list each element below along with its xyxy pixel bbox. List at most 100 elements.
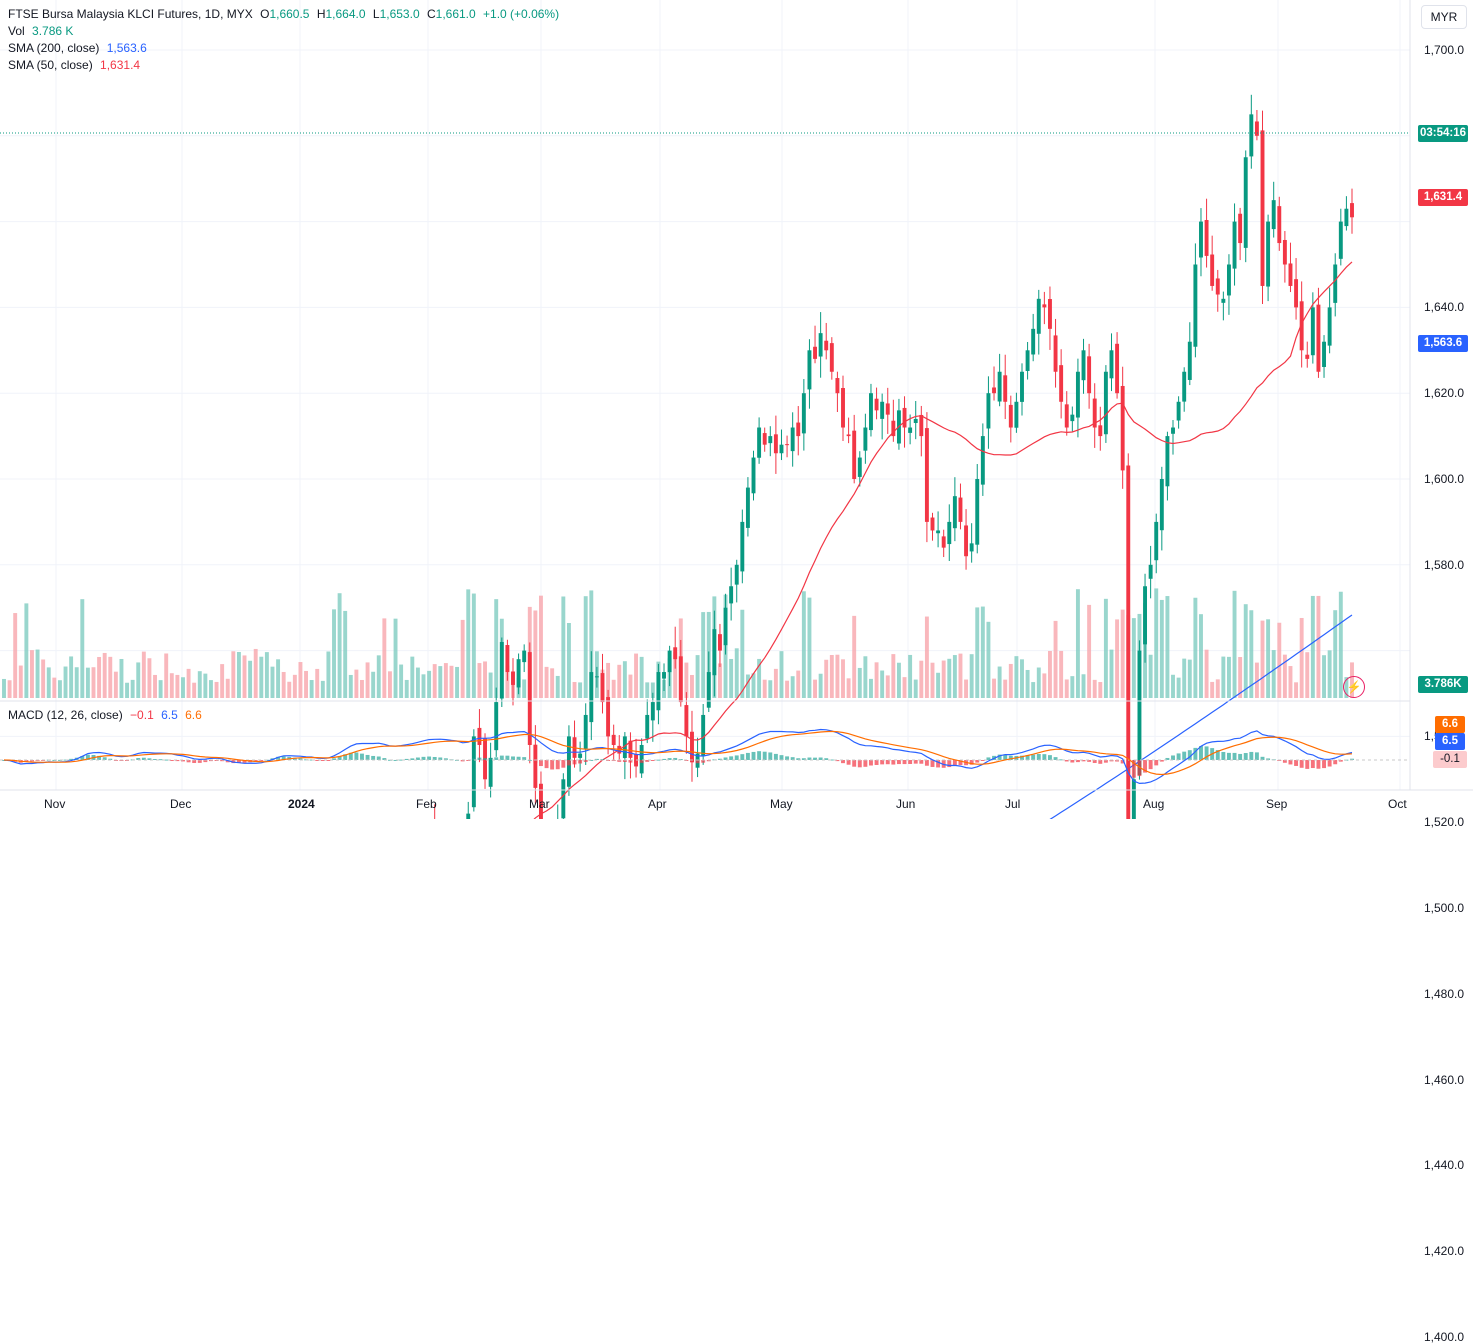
volume-bar — [1294, 682, 1299, 698]
volume-bar — [566, 622, 571, 698]
volume-bar — [1092, 679, 1097, 698]
sma200-badge: 1,563.6 — [1418, 335, 1468, 352]
time-tick-label: Jul — [1005, 797, 1021, 811]
macd-hist-bar — [813, 757, 817, 760]
volume-bar — [729, 658, 734, 698]
macd-hist-bar — [634, 760, 639, 764]
macd-hist-bar — [203, 760, 208, 763]
macd-hist-bar — [969, 760, 974, 765]
volume-bar — [645, 682, 650, 698]
candle-body — [650, 702, 655, 721]
volume-bars — [2, 588, 1354, 698]
macd-hist-bar — [1176, 753, 1181, 760]
macd-hist-bar — [1042, 754, 1047, 760]
candle-body — [1294, 279, 1299, 308]
candle-body — [527, 652, 532, 745]
macd-legend[interactable]: MACD (12, 26, close) −0.1 6.5 6.6 — [8, 707, 206, 723]
macd-hist-bar — [1087, 760, 1092, 762]
candle-body — [1210, 254, 1215, 286]
macd-hist-bar — [276, 756, 281, 760]
sma50-legend[interactable]: SMA (50, close) 1,631.4 — [8, 57, 144, 73]
macd-hist-bar — [522, 757, 527, 760]
macd-hist-bar — [913, 760, 918, 764]
macd-hist-bar — [382, 758, 387, 760]
candle-body — [924, 428, 929, 522]
macd-hist-bar — [1254, 752, 1259, 760]
macd-hist-bar — [108, 758, 113, 760]
macd-hist-bar — [1137, 760, 1142, 777]
volume-bar — [768, 680, 773, 698]
volume-bar — [690, 674, 694, 698]
lightning-icon[interactable]: ⚡ — [1343, 676, 1365, 698]
volume-bar — [622, 661, 627, 698]
volume-bar — [1109, 649, 1114, 698]
macd-hist-bar — [645, 760, 650, 762]
candle-body — [941, 536, 946, 548]
macd-hist-bar — [1025, 755, 1030, 760]
macd-hist-bar — [421, 756, 426, 760]
chart-canvas[interactable] — [0, 0, 1473, 819]
candle-body — [600, 673, 605, 703]
macd-hist-bar — [30, 760, 34, 762]
candle-body — [1176, 401, 1181, 421]
currency-button[interactable]: MYR — [1421, 5, 1467, 29]
candle-body — [1204, 220, 1209, 256]
macd-hist-bar — [762, 751, 767, 760]
symbol-legend[interactable]: FTSE Bursa Malaysia KLCI Futures, 1D, MY… — [8, 6, 563, 22]
macd-hist-bar — [164, 759, 169, 761]
macd-hist-bar — [947, 760, 952, 768]
macd-hist-bar — [410, 758, 415, 760]
macd-hist-bar — [1294, 760, 1299, 766]
volume-bar — [628, 674, 633, 698]
volume-bar — [197, 671, 202, 698]
candle-body — [1327, 307, 1332, 346]
volume-bar — [1266, 619, 1271, 698]
candle-body — [880, 401, 885, 419]
macd-hist-bar — [69, 758, 74, 760]
volume-bar — [264, 652, 269, 698]
volume-bar — [583, 596, 588, 698]
volume-legend[interactable]: Vol 3.786 K — [8, 23, 77, 39]
candle-body — [829, 343, 834, 372]
macd-hist-bar — [1282, 760, 1287, 763]
macd-hist-bar — [1159, 760, 1164, 762]
volume-bar — [852, 615, 857, 698]
candle-body — [1003, 375, 1008, 402]
macd-line — [3, 728, 1353, 785]
macd-hist-bar — [583, 760, 588, 762]
macd-hist-bar — [835, 760, 840, 762]
macd-hist-bar — [141, 757, 146, 760]
macd-hist-bar — [1064, 760, 1069, 762]
volume-bar — [1059, 650, 1064, 698]
macd-hist-bar — [572, 760, 577, 765]
macd-hist-bar — [561, 760, 566, 768]
volume-bar — [1020, 659, 1024, 698]
macd-hist-bar — [511, 756, 515, 760]
volume-bar — [415, 667, 420, 698]
volume-bar — [986, 621, 991, 698]
volume-bar — [1305, 652, 1310, 698]
macd-hist-bar — [1316, 760, 1321, 769]
macd-hist-bar — [1092, 760, 1097, 763]
candle-body — [913, 418, 918, 423]
volume-bar — [376, 655, 381, 698]
sma50-line — [533, 261, 1353, 819]
candle-body — [1238, 213, 1243, 244]
volume-bar — [337, 593, 342, 698]
macd-hist-bar — [1299, 760, 1304, 768]
macd-hist-bar — [158, 759, 163, 761]
macd-hist-bar — [169, 760, 174, 761]
ohlc-change: +1.0 (+0.06%) — [483, 7, 560, 21]
candle-body — [975, 479, 980, 545]
macd-hist-bar — [785, 756, 790, 760]
candle-body — [678, 656, 683, 703]
volume-bar — [231, 651, 236, 698]
volume-label: Vol — [8, 24, 25, 38]
candle-body — [874, 398, 879, 411]
sma200-legend[interactable]: SMA (200, close) 1,563.6 — [8, 40, 151, 56]
candle-body — [751, 457, 756, 494]
volume-bar — [175, 674, 180, 698]
volume-bar — [947, 658, 952, 698]
macd-hist-bar — [320, 760, 325, 761]
macd-hist-badge: -0.1 — [1433, 751, 1467, 768]
